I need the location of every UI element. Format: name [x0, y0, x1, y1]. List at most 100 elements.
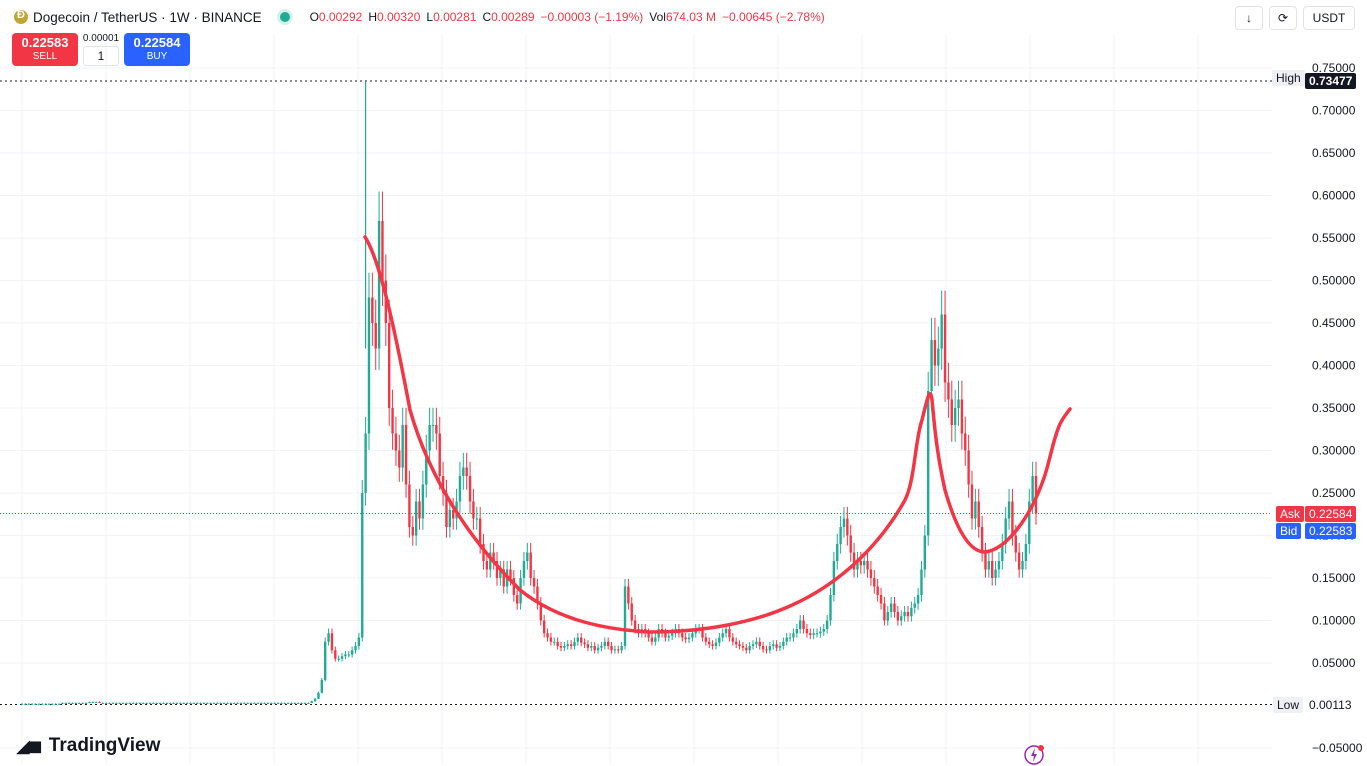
candle-body [30, 703, 34, 705]
lightning-icon[interactable] [1024, 744, 1046, 766]
candle-body [270, 702, 273, 704]
candle-body [603, 641, 606, 646]
candle-body [202, 702, 206, 704]
candle-body [317, 692, 320, 699]
candle-body [947, 382, 950, 400]
market-status-icon[interactable] [279, 12, 290, 22]
candle-body [354, 646, 357, 651]
candle-body [873, 578, 876, 587]
candle-body [330, 633, 334, 651]
quantity-step: 0.00001 [82, 33, 120, 44]
tradingview-logo[interactable]: ◢◼ TradingView [16, 735, 160, 757]
candle-body [977, 501, 980, 527]
bid-tag-value: 0.22583 [1305, 523, 1357, 539]
candle-body [788, 637, 792, 639]
candle-body [364, 433, 367, 493]
candle-body [206, 702, 209, 704]
brand-name: TradingView [48, 735, 161, 756]
candle-body [546, 633, 549, 638]
candle-body [458, 476, 462, 502]
candle-body [472, 501, 475, 519]
candle-body [785, 637, 788, 642]
candle-body [495, 561, 499, 578]
candle-body [687, 637, 691, 640]
candle-body [492, 552, 495, 561]
candle-body [987, 561, 991, 570]
drawn-cup-curve[interactable] [363, 235, 1072, 634]
symbol-title[interactable]: Dogecoin / TetherUS · 1W · BINANCE [33, 9, 262, 25]
candle-body [185, 702, 189, 704]
candle-body [499, 569, 502, 578]
candle-body [84, 702, 88, 704]
candle-body [209, 702, 212, 704]
price-axis[interactable]: 0.75000 0.70000 0.65000 0.60000 0.55000 0.500… [1312, 61, 1363, 755]
candle-body [714, 642, 718, 646]
candle-body [411, 527, 414, 536]
candle-body [782, 641, 785, 646]
close-label: C [482, 10, 492, 24]
candle-body [731, 637, 735, 642]
candle-body [617, 649, 620, 651]
freehand-drawing[interactable] [363, 235, 1072, 634]
candle-body [580, 637, 583, 643]
arrow-down-icon[interactable]: ↓ [1235, 6, 1263, 30]
candle-body [418, 501, 421, 519]
candle-body [913, 603, 916, 608]
candle-body [131, 702, 135, 704]
y-tick-label: 0.70000 [1312, 104, 1356, 118]
sell-label: SELL [32, 50, 58, 62]
candle-body [1011, 501, 1014, 536]
candle-body [377, 221, 381, 349]
high-tag-value: 0.73477 [1305, 73, 1357, 89]
candle-body [175, 702, 179, 704]
candle-body [41, 703, 44, 705]
low-tag-value: 0.00113 [1305, 697, 1356, 713]
candle-body [266, 702, 270, 704]
candle-body [704, 637, 708, 642]
candle-body [192, 702, 196, 704]
candle-body [300, 702, 303, 704]
candle-body [78, 702, 81, 704]
candle-body [512, 578, 516, 595]
candle-body [903, 612, 906, 617]
candle-body [610, 646, 613, 651]
volume-change-value: −0.00645 (−2.78%) [722, 10, 825, 24]
y-tick-label: 0.65000 [1312, 146, 1356, 160]
reset-view-icon[interactable]: ⟳ [1269, 6, 1297, 30]
candle-body [327, 633, 330, 642]
candle-body [431, 425, 435, 426]
close-value: 0.00289 [491, 10, 535, 24]
candle-body [243, 702, 246, 704]
candle-body [741, 646, 745, 648]
candle-body [889, 603, 893, 612]
candle-body [421, 484, 425, 519]
candle-body [468, 476, 472, 502]
candle-body [933, 340, 937, 366]
buy-price: 0.22584 [133, 34, 181, 50]
candle-body [852, 552, 856, 570]
candle-body [772, 644, 775, 646]
currency-select[interactable]: USDT [1303, 6, 1355, 30]
candle-body [849, 535, 852, 553]
quantity-input[interactable]: 1 [83, 46, 119, 66]
candle-body [522, 561, 526, 578]
candle-body [708, 641, 711, 645]
quantity-box: 0.00001 1 [82, 33, 120, 66]
buy-button[interactable]: 0.22584 BUY [124, 33, 190, 66]
candle-body [253, 702, 256, 704]
candle-body [745, 647, 748, 651]
candle-body [802, 620, 805, 629]
candle-body [721, 633, 724, 638]
candle-body [815, 633, 819, 635]
sell-button[interactable]: 0.22583 SELL [12, 33, 78, 66]
candle-body [438, 433, 441, 476]
candle-body [778, 646, 782, 648]
candle-body [334, 650, 337, 659]
candle-body [239, 702, 243, 704]
candle-body [357, 637, 361, 646]
candle-body [980, 527, 984, 553]
y-tick-label: 0.60000 [1312, 189, 1356, 203]
candle-body [566, 644, 569, 646]
candle-body [88, 702, 91, 704]
